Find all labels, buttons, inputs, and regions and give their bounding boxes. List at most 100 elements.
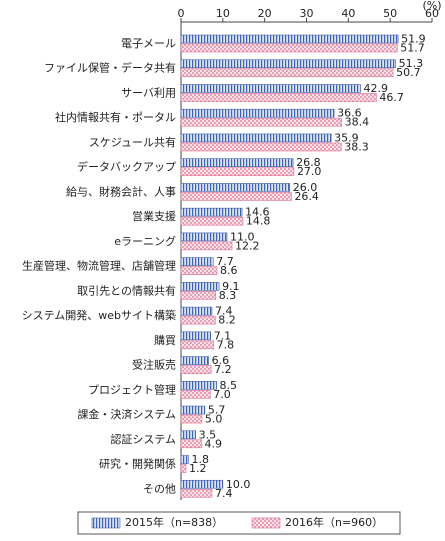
bar [180,315,216,325]
value-label: 51.3 [399,57,424,70]
value-label: 27.0 [297,165,322,178]
bar [180,381,217,390]
value-label: 51.9 [401,33,426,46]
value-label: 7.8 [217,338,235,351]
bar [180,479,224,489]
value-label: 8.5 [220,379,238,392]
x-tick-label: 30 [300,7,314,20]
x-tick-label: 40 [341,7,355,20]
value-label: 8.2 [218,314,236,327]
bar [180,43,398,53]
bar [180,405,206,415]
value-label: 7.2 [214,363,232,376]
bar [180,455,189,464]
value-label: 26.4 [294,190,319,203]
value-label: 1.8 [192,453,210,466]
value-label: 38.4 [345,116,370,129]
category-label: 認証システム [110,432,176,446]
x-tick-label: 60 [425,7,439,20]
category-label: 社内情報共有・ポータル [55,110,176,124]
value-label: 7.1 [214,329,232,342]
x-tick-label: 50 [383,7,397,20]
value-label: 4.9 [204,437,222,450]
bar [180,365,212,374]
legend-label: 2015年（n=838） [125,515,223,529]
category-label: 課金・決済システム [77,407,176,421]
value-label: 36.6 [337,107,362,120]
bar [180,340,214,350]
category-label: 購買 [154,333,176,347]
value-label: 12.2 [235,239,260,252]
x-tick-label: 20 [258,7,272,20]
value-label: 5.7 [208,404,226,417]
category-label: データバックアップ [77,160,176,174]
value-label: 3.5 [199,428,217,441]
category-label: その他 [143,482,176,495]
value-label: 7.7 [216,255,234,268]
bar [180,331,212,341]
bar [180,59,396,69]
value-label: 9.1 [222,280,240,293]
value-label: 1.2 [189,462,207,475]
category-label: システム開発、webサイト構築 [22,308,176,322]
bar [180,93,377,102]
bar [180,183,291,192]
value-label: 26.0 [293,181,318,194]
bar [180,108,335,118]
category-label: 生産管理、物流管理、店舗管理 [22,259,176,273]
value-label: 8.6 [220,264,238,277]
bar [180,34,399,44]
category-label: ファイル保管・データ共有 [44,61,176,75]
bar [180,306,213,316]
value-label: 51.7 [400,42,425,55]
value-label: 38.3 [344,140,369,153]
value-label: 11.0 [230,230,255,243]
value-label: 26.8 [296,156,321,169]
bar [180,117,342,127]
bar [180,266,218,275]
bar [180,439,202,449]
bar [180,257,214,266]
category-label: 電子メール [121,37,176,50]
unit-label: (%) [422,0,441,12]
bar [180,207,243,217]
legend-label: 2016年（n=960） [285,515,383,529]
value-label: 5.0 [205,413,223,426]
legend-box [77,511,401,535]
bar [180,133,332,143]
bar [180,414,203,424]
bar [180,390,211,399]
bar [180,158,294,167]
value-label: 35.9 [334,131,359,144]
legend-swatch [91,517,121,529]
category-label: プロジェクト管理 [88,382,176,396]
bar [180,356,209,365]
bar [180,216,244,226]
bar [180,142,342,152]
x-tick-label: 10 [216,7,230,20]
bar [180,291,217,300]
x-tick-label: 0 [178,7,185,20]
value-label: 7.0 [213,388,231,401]
bar [180,84,361,93]
value-label: 14.6 [245,206,270,219]
value-label: 7.4 [215,487,233,500]
category-label: サーバ利用 [121,86,176,99]
category-label: 受注販売 [132,358,176,372]
value-label: 8.3 [219,289,237,302]
value-label: 6.6 [212,354,230,367]
bar [180,241,233,251]
value-label: 50.7 [396,66,421,79]
value-label: 7.4 [215,305,233,318]
bar [180,232,228,242]
bar [180,282,220,291]
value-label: 42.9 [363,82,388,95]
category-label: eラーニング [114,234,176,248]
bar [180,68,394,78]
bar [180,192,292,201]
value-label: 14.8 [246,215,271,228]
value-label: 46.7 [379,91,404,104]
bar [180,167,295,176]
bar [180,464,187,473]
